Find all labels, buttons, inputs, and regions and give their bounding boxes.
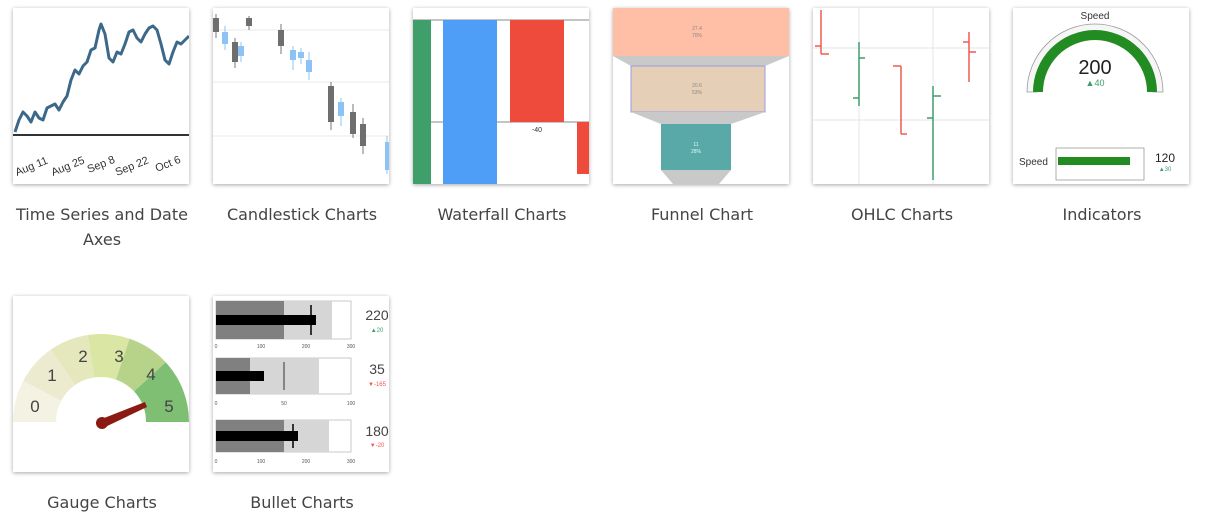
caption-candlestick[interactable]: Candlestick Charts [226, 205, 378, 224]
time-series-thumbnail-graphic: Aug 11 Aug 25 Sep 8 Sep 22 Oct 6 [13, 22, 189, 179]
thumbnail-waterfall[interactable]: -40 [413, 8, 589, 184]
candlestick-thumbnail-graphic [213, 14, 389, 174]
bullet-tick: 300 [347, 459, 356, 465]
indicator-bullet-value: 120 [1155, 151, 1175, 165]
funnel-stage-percent: 28% [691, 149, 702, 155]
time-series-tick: Aug 11 [14, 155, 50, 179]
caption-funnel[interactable]: Funnel Chart [650, 205, 754, 224]
card-indicators[interactable]: Speed 200 ▲40 Speed 120 ▲30 Indicators [1013, 8, 1191, 227]
funnel-stage-value: 20.6 [692, 83, 702, 89]
thumbnail-candlestick[interactable] [213, 8, 389, 184]
card-gauge[interactable]: 0 1 2 3 4 5 Gauge Charts [13, 296, 191, 515]
caption-waterfall[interactable]: Waterfall Charts [437, 205, 567, 224]
gauge-band-label: 2 [78, 347, 87, 366]
thumbnail-time-series[interactable]: Aug 11 Aug 25 Sep 8 Sep 22 Oct 6 [13, 8, 189, 184]
gauge-band-label: 4 [146, 365, 155, 384]
gauge-band-label: 5 [164, 397, 173, 416]
thumbnail-funnel[interactable]: 27.4 70% 20.6 53% 11 28% [613, 8, 789, 184]
bullet-value: 35 [369, 361, 385, 377]
bullet-delta: ▼-20 [370, 443, 385, 449]
funnel-stage-percent: 53% [692, 90, 703, 96]
time-series-tick: Sep 22 [114, 155, 151, 179]
card-bullet[interactable]: 0 100 200 300 220 ▲20 0 50 100 35 ▼-165 [213, 296, 391, 515]
bullet-tick: 200 [302, 344, 311, 350]
indicator-gauge-delta: ▲40 [1086, 78, 1105, 88]
thumbnail-gauge[interactable]: 0 1 2 3 4 5 [13, 296, 189, 472]
bullet-thumbnail-graphic: 0 100 200 300 220 ▲20 0 50 100 35 ▼-165 [215, 300, 389, 465]
bullet-tick: 300 [347, 344, 356, 350]
indicator-bullet-delta: ▲30 [1159, 167, 1172, 173]
ohlc-thumbnail-graphic [813, 8, 989, 184]
funnel-thumbnail-graphic: 27.4 70% 20.6 53% 11 28% [613, 8, 789, 184]
bullet-tick: 0 [215, 401, 218, 407]
bullet-tick: 100 [347, 401, 356, 407]
indicator-gauge-title: Speed [1081, 11, 1110, 22]
waterfall-value-label: -40 [532, 127, 542, 134]
caption-gauge[interactable]: Gauge Charts [47, 493, 157, 512]
funnel-stage-percent: 70% [692, 33, 703, 39]
card-candlestick[interactable]: Candlestick Charts [213, 8, 391, 227]
caption-ohlc[interactable]: OHLC Charts [850, 205, 954, 224]
time-series-tick: Oct 6 [154, 154, 183, 175]
gauge-band-label: 3 [114, 347, 123, 366]
bullet-delta: ▼-165 [368, 382, 387, 388]
card-funnel[interactable]: 27.4 70% 20.6 53% 11 28% Funnel Chart [613, 8, 791, 227]
thumbnail-ohlc[interactable] [813, 8, 989, 184]
funnel-stage-value: 27.4 [692, 26, 702, 32]
indicator-gauge-value: 200 [1078, 57, 1111, 79]
funnel-stage-value: 11 [693, 142, 698, 148]
bullet-delta: ▲20 [371, 328, 384, 334]
thumbnail-indicators[interactable]: Speed 200 ▲40 Speed 120 ▲30 [1013, 8, 1189, 184]
bullet-tick: 0 [215, 344, 218, 350]
time-series-tick: Aug 25 [50, 155, 87, 179]
card-ohlc[interactable]: OHLC Charts [813, 8, 991, 227]
gauge-thumbnail-graphic: 0 1 2 3 4 5 [13, 334, 189, 429]
time-series-tick: Sep 8 [86, 154, 117, 176]
waterfall-thumbnail-graphic: -40 [413, 19, 589, 184]
bullet-value: 180 [365, 423, 389, 439]
card-time-series[interactable]: Aug 11 Aug 25 Sep 8 Sep 22 Oct 6 Time Se… [13, 8, 191, 252]
bullet-tick: 0 [215, 459, 218, 465]
thumbnail-bullet[interactable]: 0 100 200 300 220 ▲20 0 50 100 35 ▼-165 [213, 296, 389, 472]
bullet-value: 220 [365, 307, 389, 323]
gauge-band-label: 0 [30, 397, 39, 416]
caption-time-series[interactable]: Time Series and Date Axes [16, 205, 188, 249]
bullet-tick: 100 [257, 344, 266, 350]
caption-bullet[interactable]: Bullet Charts [250, 493, 354, 512]
bullet-tick: 50 [281, 401, 287, 407]
gauge-band-label: 1 [47, 366, 56, 385]
bullet-tick: 200 [302, 459, 311, 465]
bullet-tick: 100 [257, 459, 266, 465]
caption-indicators[interactable]: Indicators [1062, 205, 1142, 224]
card-waterfall[interactable]: -40 Waterfall Charts [413, 8, 591, 227]
indicator-bullet-title: Speed [1019, 157, 1048, 168]
indicators-thumbnail-graphic: Speed 200 ▲40 Speed 120 ▲30 [1019, 11, 1175, 181]
